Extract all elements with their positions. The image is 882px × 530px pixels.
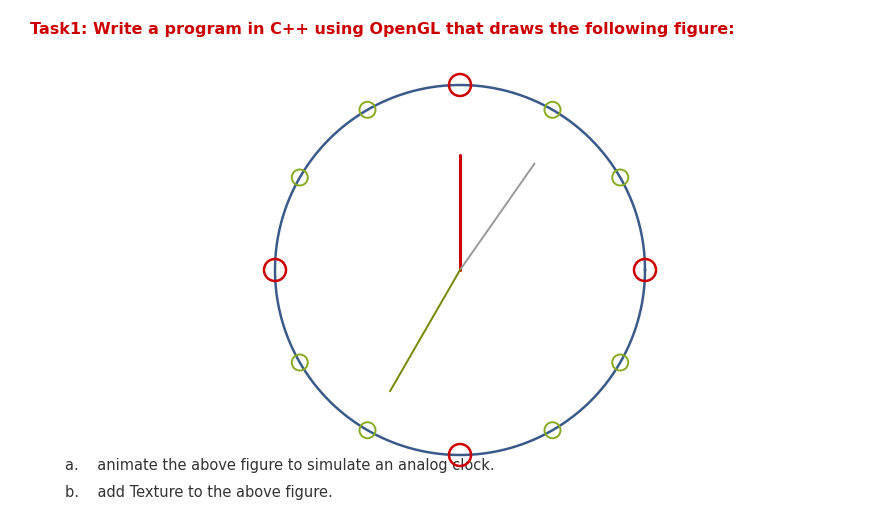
Text: a.    animate the above figure to simulate an analog clock.: a. animate the above figure to simulate … xyxy=(65,458,495,473)
Text: b.    add Texture to the above figure.: b. add Texture to the above figure. xyxy=(65,485,333,500)
Text: Task1: Write a program in C++ using OpenGL that draws the following figure:: Task1: Write a program in C++ using Open… xyxy=(30,22,735,37)
